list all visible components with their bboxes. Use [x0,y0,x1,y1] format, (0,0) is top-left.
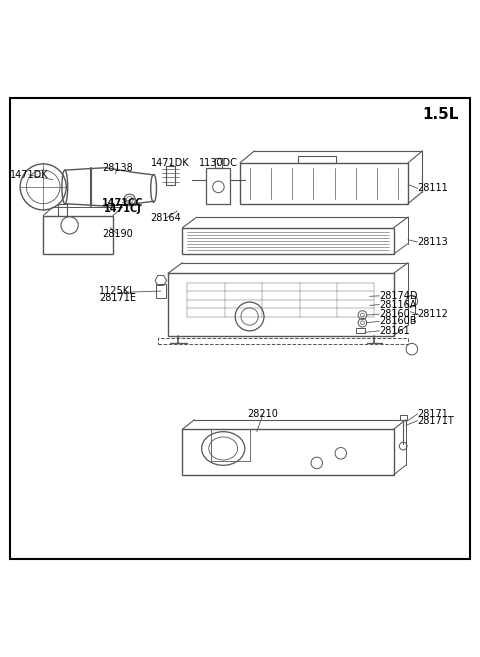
Bar [43,215,113,254]
Bar [206,168,230,204]
Text: 1471CJ: 1471CJ [104,204,141,214]
Text: 1130DC: 1130DC [199,158,238,168]
Text: 28111: 28111 [418,183,448,193]
Text: 28138: 28138 [102,163,133,173]
Bar [158,338,408,344]
Text: 28171E: 28171E [99,293,136,303]
Text: 28160: 28160 [379,309,410,319]
Text: 1471DK: 1471DK [151,158,190,168]
Text: 28116A: 28116A [379,300,417,309]
Text: 28112: 28112 [418,309,448,319]
Text: 1471CC: 1471CC [102,198,143,208]
Text: 1.5L: 1.5L [422,107,459,122]
Bar [400,415,407,420]
Bar [156,284,166,298]
Text: 28210: 28210 [248,409,278,419]
Text: 28171: 28171 [418,409,448,419]
Bar [298,156,336,163]
Text: 28160B: 28160B [379,316,417,327]
Text: 1471DK: 1471DK [10,170,48,180]
Bar [240,163,408,204]
Bar [182,429,394,475]
Text: 1125KL: 1125KL [99,286,136,296]
Text: 28190: 28190 [102,229,133,239]
Bar [356,328,365,333]
Bar [168,273,394,336]
Text: 28174D: 28174D [379,291,418,301]
Text: 28113: 28113 [418,237,448,247]
Text: 28171T: 28171T [418,416,455,426]
Text: 28164: 28164 [150,213,181,223]
Text: 28161: 28161 [379,326,410,336]
Bar [182,228,394,254]
